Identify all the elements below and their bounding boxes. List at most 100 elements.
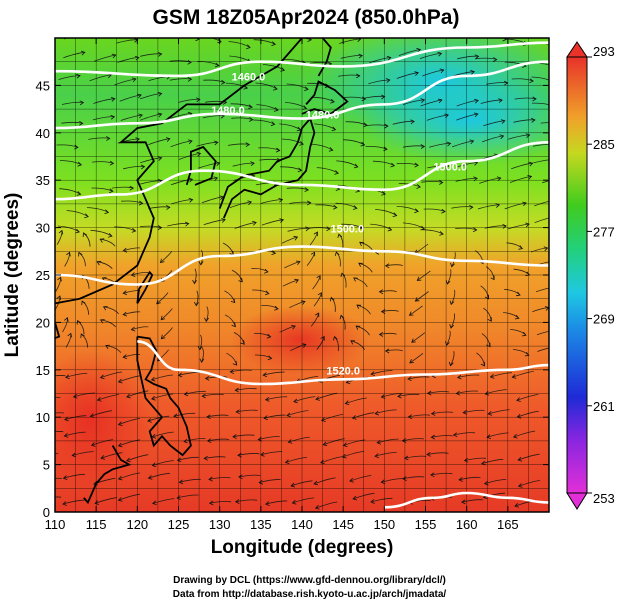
streamline bbox=[205, 100, 227, 103]
streamline-arrow bbox=[176, 495, 181, 500]
streamline bbox=[398, 49, 421, 56]
streamline-arrow bbox=[341, 453, 347, 459]
streamline bbox=[140, 113, 162, 121]
streamline-arrow bbox=[496, 176, 502, 182]
streamline-arrow bbox=[337, 233, 343, 239]
streamline-arrow bbox=[353, 277, 358, 282]
streamline-arrow bbox=[84, 213, 89, 219]
colorbar-tick-label: 277 bbox=[593, 224, 615, 239]
streamline bbox=[91, 187, 114, 192]
streamline bbox=[256, 104, 279, 111]
streamline bbox=[65, 373, 88, 378]
contour-line bbox=[55, 60, 549, 130]
streamline-arrow bbox=[195, 97, 201, 103]
streamline-arrow bbox=[500, 119, 506, 124]
streamline-arrow bbox=[275, 147, 281, 153]
streamline-arrow bbox=[264, 396, 270, 402]
streamline bbox=[59, 160, 82, 166]
contour-line bbox=[55, 245, 549, 286]
streamline-arrow bbox=[439, 231, 444, 236]
streamline bbox=[338, 74, 360, 77]
streamline-arrow bbox=[271, 41, 276, 47]
streamline-arrow bbox=[104, 209, 110, 215]
streamline-arrow bbox=[480, 361, 485, 367]
streamline bbox=[365, 146, 388, 150]
streamline-arrow bbox=[461, 499, 466, 505]
streamline-arrow bbox=[543, 246, 549, 252]
streamline bbox=[64, 415, 87, 420]
hot-region-2 bbox=[230, 305, 370, 375]
streamline bbox=[385, 264, 403, 267]
y-tick-label: 5 bbox=[43, 458, 50, 473]
streamline-arrow bbox=[235, 409, 240, 415]
streamline bbox=[456, 113, 478, 121]
streamline-arrow bbox=[274, 305, 279, 311]
streamline bbox=[423, 208, 446, 212]
streamline-arrow bbox=[521, 331, 527, 337]
credit-data-source: Data from http://database.rish.kyoto-u.a… bbox=[172, 589, 447, 600]
streamline bbox=[263, 371, 285, 376]
streamline-arrow bbox=[512, 433, 518, 439]
streamline-arrow bbox=[444, 30, 448, 34]
streamline-arrow bbox=[267, 355, 273, 361]
streamline bbox=[518, 453, 540, 461]
streamline-arrow bbox=[105, 344, 110, 350]
streamline-arrow bbox=[66, 251, 71, 257]
streamline-arrow bbox=[299, 141, 304, 146]
streamline bbox=[114, 226, 136, 232]
streamline-arrow bbox=[374, 410, 380, 416]
streamline bbox=[408, 414, 430, 418]
streamline-arrow bbox=[374, 453, 380, 459]
streamline bbox=[202, 115, 225, 119]
streamline-arrow bbox=[240, 340, 245, 345]
streamline bbox=[170, 140, 193, 148]
streamline-arrow bbox=[315, 396, 320, 401]
streamline-arrow bbox=[334, 170, 339, 175]
streamline bbox=[286, 410, 309, 416]
streamline-arrow bbox=[99, 238, 105, 243]
streamline bbox=[427, 391, 450, 394]
streamline bbox=[100, 452, 123, 459]
streamline-arrow bbox=[307, 200, 312, 206]
streamline-arrow bbox=[188, 177, 194, 183]
x-tick-label: 150 bbox=[373, 517, 395, 532]
streamline-arrow bbox=[557, 66, 561, 70]
streamline bbox=[118, 493, 141, 501]
y-tick-label: 40 bbox=[36, 126, 50, 141]
streamline-arrow bbox=[492, 57, 498, 62]
streamline-arrow bbox=[291, 325, 296, 330]
streamline-arrow bbox=[408, 311, 414, 316]
streamline bbox=[61, 121, 83, 124]
streamline-arrow bbox=[470, 70, 475, 75]
streamline-arrow bbox=[550, 346, 554, 350]
coastline bbox=[55, 322, 61, 340]
x-tick-label: 140 bbox=[291, 517, 313, 532]
streamline-arrow bbox=[243, 85, 249, 90]
streamline bbox=[255, 82, 278, 90]
streamline bbox=[289, 38, 312, 41]
streamline bbox=[201, 347, 204, 363]
streamline bbox=[148, 206, 170, 209]
streamline bbox=[375, 409, 397, 414]
streamline-arrow bbox=[489, 374, 495, 379]
streamline bbox=[420, 99, 442, 107]
streamline bbox=[446, 330, 451, 346]
streamline-arrow bbox=[183, 391, 189, 397]
coastline bbox=[136, 270, 154, 304]
streamline bbox=[86, 207, 109, 213]
colorbar: 253 261 269 277 285 293 bbox=[566, 41, 615, 510]
streamline-arrow bbox=[126, 393, 131, 399]
streamline bbox=[431, 435, 453, 438]
streamline bbox=[140, 53, 162, 57]
streamline bbox=[409, 352, 424, 364]
streamline bbox=[450, 351, 455, 366]
streamline-arrow bbox=[137, 93, 142, 99]
streamline-arrow bbox=[517, 456, 523, 462]
streamline-arrow bbox=[469, 139, 475, 145]
streamline-arrow bbox=[462, 409, 467, 415]
y-tick-label: 20 bbox=[36, 315, 50, 330]
streamline-arrow bbox=[430, 411, 436, 416]
streamline bbox=[148, 472, 170, 479]
streamline bbox=[118, 375, 141, 383]
streamline-arrow bbox=[320, 417, 326, 422]
